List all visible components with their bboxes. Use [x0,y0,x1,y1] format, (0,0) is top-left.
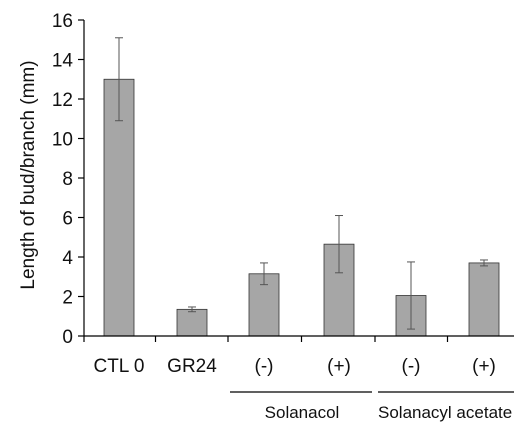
x-tick-label: (+) [472,356,496,377]
category-groups: Solanacol Solanacyl acetate [230,391,514,422]
y-tick-label: 2 [62,288,73,309]
x-tick-label: CTL 0 [93,356,144,377]
x-tick-label: (+) [327,356,351,377]
y-tick-label: 14 [52,51,74,72]
y-axis-label: Length of bud/branch (mm) [18,60,39,289]
y-tick-label: 10 [52,130,73,151]
y-tick-label: 0 [62,327,73,348]
y-tick-label: 8 [62,169,73,190]
x-axis: CTL 0 GR24 (-) (+) (-) (+) [83,335,514,377]
group-label: Solanacyl acetate [378,403,512,422]
group-label: Solanacol [265,403,340,422]
y-tick-label: 16 [52,11,73,32]
bar [468,262,500,337]
y-axis: 0 2 4 6 8 10 12 14 16 [52,11,85,348]
bars [103,37,500,337]
x-tick-label: GR24 [167,356,217,377]
y-tick-label: 4 [62,248,73,269]
x-tick-label: (-) [402,356,421,377]
bar [176,308,208,337]
y-tick-label: 6 [62,209,73,230]
x-tick-label: (-) [255,356,274,377]
y-tick-label: 12 [52,90,73,111]
